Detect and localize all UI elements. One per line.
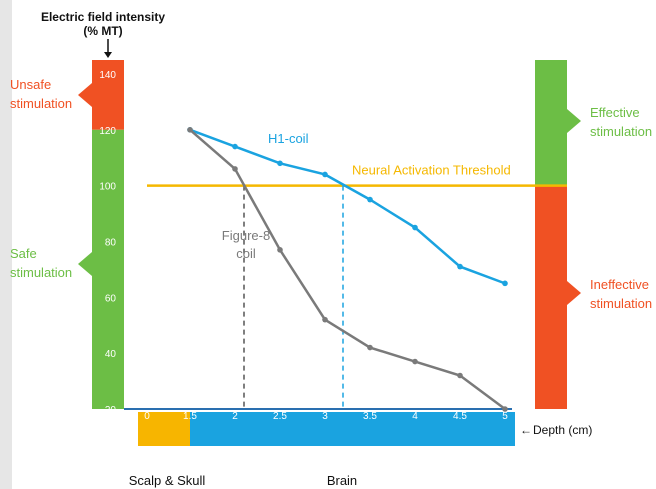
left-zone-label-line2-1: stimulation — [10, 265, 72, 280]
series-point-1 — [367, 344, 373, 351]
x-tick-label: 2.5 — [273, 411, 287, 422]
y-tick-label: 20 — [105, 405, 117, 416]
right-zone-label-line1-1: Ineffective — [590, 277, 649, 292]
series-point-1 — [322, 316, 328, 323]
right-zone-tab-1 — [567, 281, 581, 305]
y-tick-label: 60 — [105, 293, 117, 304]
h1-series-label: H1-coil — [268, 131, 309, 146]
x-tick-label: 3 — [322, 411, 328, 422]
series-line-1 — [189, 128, 506, 411]
y-tick-label: 40 — [105, 349, 117, 360]
page-edge — [0, 0, 12, 489]
series-point-0 — [322, 171, 328, 178]
right-zone-tab-0 — [567, 109, 581, 133]
series-point-1 — [412, 358, 418, 365]
y-axis-title-line1: Electric field intensity — [41, 10, 165, 24]
x-tick-label: 1.5 — [183, 411, 197, 422]
series-line-0 — [189, 128, 506, 285]
x-tick-label: 2 — [232, 411, 238, 422]
y-tick-label: 100 — [99, 182, 116, 193]
series-point-0 — [412, 224, 418, 231]
series-point-0 — [502, 280, 508, 287]
left-zone-tab-1 — [78, 252, 92, 276]
depth-region-label-1: Brain — [327, 473, 357, 488]
x-tick-label: 3.5 — [363, 411, 377, 422]
left-zone-bar-0 — [92, 60, 124, 130]
series-point-1 — [457, 372, 463, 379]
y-tick-label: 80 — [105, 237, 117, 248]
left-zone-bar-1 — [92, 129, 124, 410]
x-axis-label-arrow: ← — [520, 423, 532, 437]
depth-region-bar-0 — [138, 412, 190, 446]
series-point-0 — [367, 196, 373, 203]
series-point-0 — [277, 160, 283, 167]
right-zone-label-line2-0: stimulation — [590, 124, 652, 139]
series-point-1 — [502, 406, 508, 412]
series-point-1 — [187, 127, 193, 133]
series-point-0 — [457, 263, 463, 270]
figure8-label-line1: Figure-8 — [222, 228, 270, 243]
threshold-label: Neural Activation Threshold — [352, 163, 511, 178]
right-zone-label-line1-0: Effective — [590, 105, 640, 120]
y-axis-title-line2: (% MT) — [83, 24, 122, 38]
right-zone-bar-0 — [535, 60, 567, 186]
x-tick-label: 4.5 — [453, 411, 467, 422]
figure8-label-line2: coil — [236, 246, 256, 261]
depth-region-bar-1 — [190, 412, 515, 446]
x-tick-label: 4 — [412, 411, 418, 422]
y-axis-arrow-head — [104, 52, 112, 58]
left-zone-label-line1-1: Safe — [10, 246, 37, 261]
series-point-0 — [232, 143, 238, 150]
right-zone-label-line2-1: stimulation — [590, 296, 652, 311]
x-tick-label: 5 — [502, 411, 508, 422]
series-point-1 — [232, 166, 238, 172]
y-tick-label: 120 — [99, 126, 116, 137]
depth-region-label-0: Scalp & Skull — [129, 473, 206, 488]
left-zone-tab-0 — [78, 83, 92, 107]
left-zone-label-line2-0: stimulation — [10, 96, 72, 111]
series-point-1 — [277, 247, 283, 253]
x-tick-label: 0 — [144, 411, 150, 422]
left-zone-label-line1-0: Unsafe — [10, 77, 51, 92]
y-tick-label: 140 — [99, 70, 116, 81]
right-zone-bar-1 — [535, 185, 567, 409]
x-axis-label: Depth (cm) — [533, 423, 592, 437]
